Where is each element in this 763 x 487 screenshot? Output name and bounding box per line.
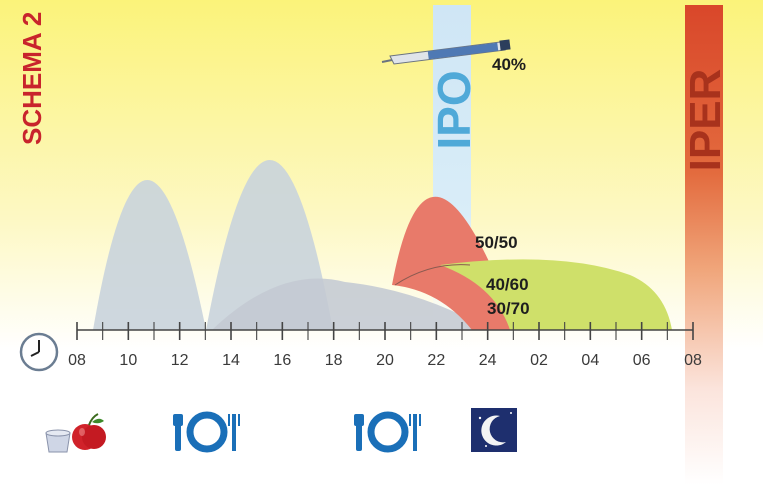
- time-tick-label: 10: [119, 352, 138, 369]
- iper-zone-label: IPER: [681, 68, 730, 172]
- ipo-zone-label: IPO: [428, 70, 480, 150]
- moon-icon: [471, 408, 517, 452]
- premix-insulin-curve-tail: [440, 259, 672, 330]
- iper-zone-band: [685, 5, 723, 485]
- time-tick-label: 02: [530, 352, 548, 369]
- time-axis-ticks: [76, 322, 694, 340]
- ratio-label-40-60: 40/60: [486, 275, 529, 294]
- time-tick-label: 06: [632, 352, 651, 369]
- insulin-percent-label: 40%: [492, 55, 527, 74]
- plate-fork-knife-icon: [173, 411, 240, 453]
- time-tick-label: 04: [581, 352, 600, 369]
- cup-icon: [45, 429, 71, 453]
- schema-title: SCHEMA 2: [17, 11, 47, 145]
- rapid-insulin-curve-breakfast: [93, 180, 206, 330]
- time-tick-label: 16: [273, 352, 292, 369]
- time-tick-label: 18: [324, 352, 343, 369]
- premix-curve-outline: [394, 264, 471, 286]
- plate-fork-knife-icon: [354, 411, 421, 453]
- apple-icon: [72, 413, 106, 450]
- time-tick-label: 24: [478, 352, 497, 369]
- ratio-label-50-50: 50/50: [475, 233, 518, 252]
- time-tick-label: 08: [68, 352, 86, 369]
- time-tick-label: 14: [222, 352, 240, 369]
- ratio-label-30-70: 30/70: [487, 299, 530, 318]
- time-tick-label: 20: [376, 352, 394, 369]
- clock-icon: [19, 332, 59, 372]
- insulin-pen-icon: [381, 39, 511, 65]
- intermediate-insulin-curve: [212, 278, 490, 330]
- time-tick-label: 08: [684, 352, 702, 369]
- time-tick-label: 12: [170, 352, 189, 369]
- time-tick-label: 22: [427, 352, 446, 369]
